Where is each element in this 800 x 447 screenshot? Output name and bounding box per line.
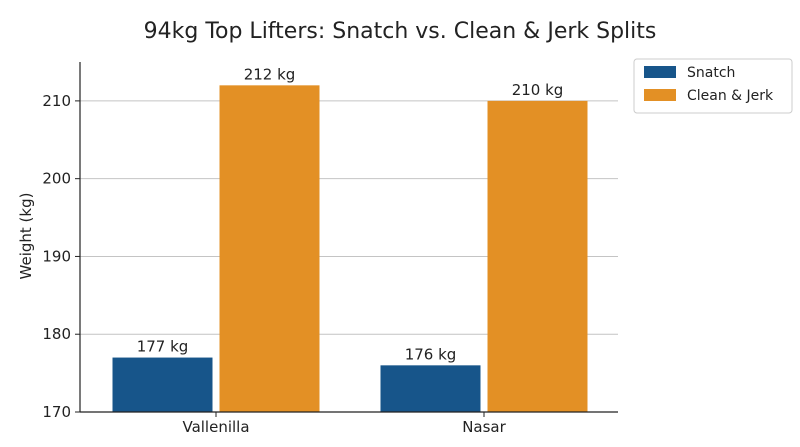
chart-title: 94kg Top Lifters: Snatch vs. Clean & Jer…: [144, 19, 657, 44]
y-tick-label: 180: [42, 325, 71, 343]
data-label: 212 kg: [244, 65, 296, 83]
y-axis-label: Weight (kg): [17, 193, 35, 280]
legend-entry[interactable]: Clean & Jerk: [687, 88, 774, 104]
data-label: 177 kg: [137, 338, 189, 356]
legend-entry[interactable]: Snatch: [687, 65, 735, 81]
x-tick-label: Nasar: [462, 418, 506, 436]
bar-snatch-nasar: [380, 365, 481, 412]
y-tick-label: 170: [42, 403, 71, 421]
bar-clean-jerk-vallenilla: [219, 85, 320, 412]
data-label: 210 kg: [512, 81, 564, 99]
bars: 177 kg 212 kg 176 kg 210 kg: [112, 65, 588, 412]
legend[interactable]: Snatch Clean & Jerk: [633, 58, 793, 114]
legend-swatch: [644, 89, 676, 101]
data-label: 176 kg: [405, 345, 457, 363]
legend-swatch: [644, 66, 676, 78]
y-tick-label: 200: [42, 170, 71, 188]
y-tick-label: 210: [42, 92, 71, 110]
bar-snatch-vallenilla: [112, 357, 213, 412]
bar-clean-jerk-nasar: [487, 100, 588, 412]
y-tick-label: 190: [42, 247, 71, 265]
axes: 170 180 190 200 210 Vallenilla Nasar: [42, 62, 618, 436]
x-tick-label: Vallenilla: [182, 418, 249, 436]
